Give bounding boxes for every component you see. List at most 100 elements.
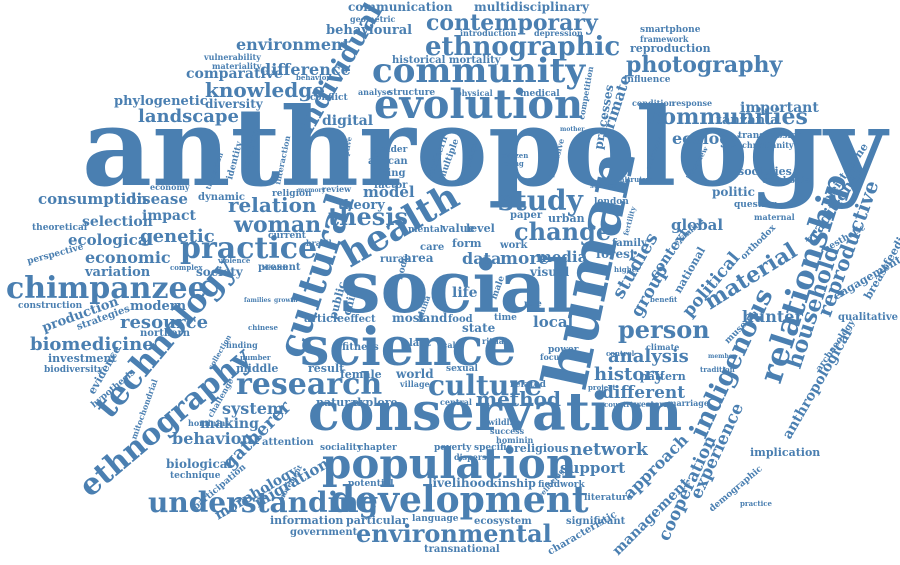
word-ecological: ecological: [68, 231, 153, 249]
word-families: families: [244, 297, 271, 304]
word-living: living: [374, 168, 405, 179]
word-christianity: christianity: [742, 140, 794, 150]
word-cambodia: cambodia: [762, 176, 811, 186]
word-chapter: chapter: [358, 443, 397, 453]
word-qualitative: qualitative: [838, 312, 898, 323]
word-variation: variation: [84, 265, 151, 280]
word-review: review: [322, 184, 352, 194]
word-behavioural: behavioural: [326, 23, 412, 38]
word-community: community: [372, 51, 586, 91]
word-literature: literature: [584, 493, 633, 503]
word-politic: politic: [712, 185, 755, 199]
word-diversity: diversity: [205, 97, 264, 111]
word-genetic: genetic: [140, 226, 215, 247]
word-information: information: [270, 514, 343, 527]
word-ecology: ecology: [672, 129, 741, 148]
word-food: food: [448, 314, 473, 325]
word-photography: photography: [626, 52, 783, 78]
word-dynamic: dynamic: [198, 192, 245, 203]
word-model: model: [363, 183, 415, 201]
word-state: state: [462, 321, 496, 335]
word-ecosystem: ecosystem: [474, 516, 532, 527]
word-behavior: behavior: [296, 73, 330, 82]
word-violence: violence: [217, 256, 251, 265]
word-plant: plant: [402, 338, 432, 349]
word-reproduction: reproduction: [630, 42, 711, 55]
word-factor: factor: [374, 180, 408, 191]
word-member: member: [708, 353, 737, 360]
word-modern: modern: [130, 299, 187, 314]
word-village: village: [399, 379, 430, 389]
word-citizen: citizen: [502, 151, 528, 160]
word-anthropology: anthropology: [82, 85, 890, 211]
word-person: person: [618, 315, 710, 344]
word-most: most: [392, 311, 425, 325]
word-altruism: altruism: [620, 175, 654, 184]
word-materiality: materiality: [212, 61, 262, 71]
word-power: power: [548, 345, 579, 355]
word-chimpanzee: chimpanzee: [6, 271, 207, 306]
word-impact: impact: [142, 208, 197, 224]
word-vulnerability: vulnerability: [203, 52, 261, 62]
word-depression: depression: [534, 28, 583, 38]
word-practice: practice: [740, 499, 773, 508]
word-explore: explore: [352, 396, 398, 409]
word-visual: visual: [529, 265, 570, 279]
word-value: value: [441, 222, 475, 235]
word-memory: memory: [298, 187, 326, 194]
word-landscape: landscape: [138, 106, 239, 127]
word-method: method: [476, 387, 561, 411]
word-science: science: [300, 317, 516, 378]
word-forest: forest: [596, 247, 636, 261]
word-difference: difference: [260, 60, 351, 79]
word-significant: significant: [566, 516, 626, 527]
word-conflict: conflict: [310, 93, 348, 103]
word-specific: specific: [474, 443, 513, 453]
word-central: central: [440, 397, 472, 407]
word-population: population: [322, 439, 576, 488]
word-female: female: [340, 368, 382, 381]
word-potential: potential: [348, 479, 394, 489]
word-theory: theory: [338, 198, 385, 213]
word-paper: paper: [510, 210, 543, 221]
word-society: society: [196, 265, 244, 279]
word-northern: northern: [140, 328, 191, 339]
word-analysis: analysis: [608, 346, 689, 367]
word-form: form: [452, 237, 482, 250]
word-woman: woman: [233, 212, 321, 238]
word-pattern: pattern: [640, 370, 686, 383]
word-technique: technique: [170, 471, 221, 481]
word-analyse: analyse: [358, 87, 391, 97]
word-mother: mother: [560, 126, 585, 133]
word-wildlife: wildlife: [487, 417, 521, 427]
word-environmental: environmental: [356, 519, 552, 548]
word-western: western: [633, 399, 669, 409]
word-communication: communication: [348, 0, 453, 14]
word-control: control: [606, 349, 635, 358]
word-livelihood: livelihood: [428, 476, 495, 490]
word-group: anthropology social human science conser…: [6, 0, 900, 559]
word-hominin: hominin: [496, 435, 534, 445]
word-system: system: [222, 399, 284, 418]
word-mental: mental: [408, 225, 444, 235]
word-disease: disease: [126, 190, 188, 208]
word-marriage: marriage: [668, 398, 709, 408]
word-practice: practice: [180, 231, 317, 266]
word-multidisciplinary: multidisciplinary: [474, 0, 590, 14]
word-complex: complex: [170, 263, 203, 272]
word-young: young: [499, 159, 524, 168]
word-geometric: geometric: [350, 14, 396, 24]
word-hominins: hominins: [188, 418, 230, 428]
word-maternal: maternal: [754, 212, 795, 222]
word-ritual: ritual: [482, 336, 507, 346]
word-transmission: transmission: [738, 131, 804, 141]
word-project: project: [588, 383, 617, 392]
word-natural: natural: [316, 396, 361, 409]
word-local: local: [533, 313, 574, 331]
word-historical-mortality: historical mortality: [392, 55, 502, 66]
word-framework: framework: [640, 34, 689, 44]
word-thesis: thesis: [328, 202, 408, 231]
word-influence: influence: [624, 75, 671, 85]
word-physical: physical: [456, 88, 493, 98]
word-scale: scale: [438, 340, 461, 350]
